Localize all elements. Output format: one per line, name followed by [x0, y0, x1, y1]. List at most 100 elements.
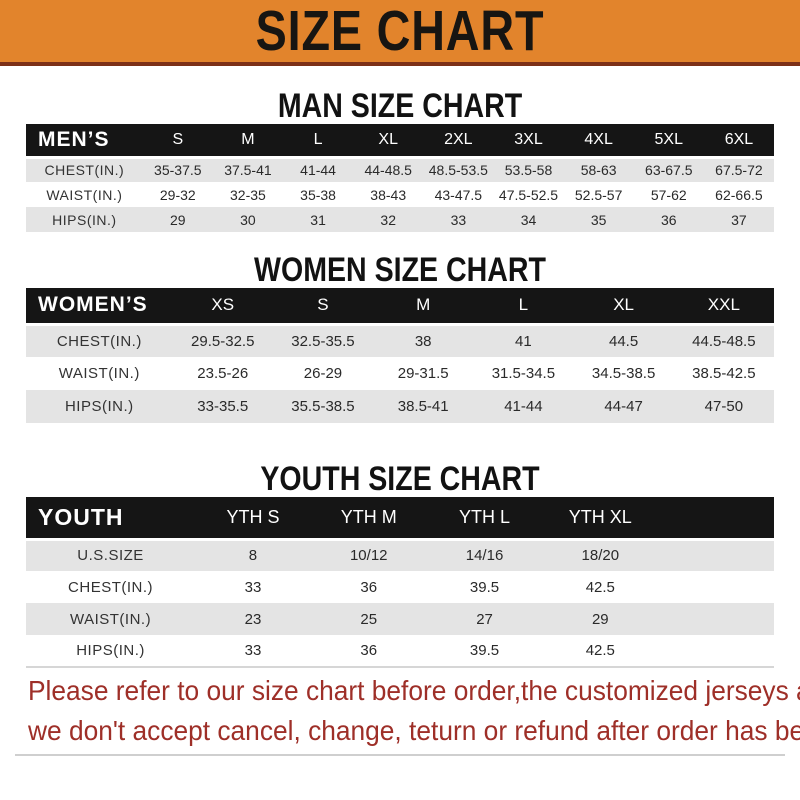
- spacer-cell: [658, 571, 774, 603]
- row-label: CHEST(IN.): [26, 571, 196, 603]
- table-cell: 29: [542, 603, 659, 635]
- table-cell: 47.5-52.5: [493, 182, 564, 207]
- table-header-label: WOMEN’S: [26, 288, 173, 324]
- table-cell: 36: [310, 635, 427, 668]
- spacer-cell: [658, 635, 774, 668]
- row-label: HIPS(IN.): [26, 635, 196, 668]
- youth-section-heading: YOUTH SIZE CHART: [260, 460, 540, 498]
- table-cell: 26-29: [272, 357, 374, 390]
- column-header: S: [272, 288, 374, 324]
- youth-header-row: YOUTH YTH S YTH M YTH L YTH XL: [26, 497, 774, 539]
- row-label: HIPS(IN.): [26, 207, 143, 232]
- table-cell: 29: [142, 207, 213, 232]
- table-cell: 38-43: [353, 182, 424, 207]
- table-cell: 39.5: [426, 571, 543, 603]
- table-cell: 23.5-26: [172, 357, 273, 390]
- disclaimer-line-2: we don't accept cancel, change, teturn o…: [28, 715, 800, 746]
- table-row: HIPS(IN.) 33 36 39.5 42.5: [26, 635, 774, 668]
- column-header: 5XL: [633, 124, 704, 157]
- column-header: XXL: [673, 288, 774, 324]
- table-cell: 38.5-42.5: [673, 357, 774, 390]
- banner-title: SIZE CHART: [255, 0, 545, 63]
- column-header: XL: [353, 124, 424, 157]
- column-header: 3XL: [493, 124, 564, 157]
- column-header: M: [373, 288, 474, 324]
- women-size-table: WOMEN’S XS S M L XL XXL CHEST(IN.) 29.5-32.5 32.…: [26, 288, 774, 423]
- table-cell: 32-35: [212, 182, 283, 207]
- table-cell: 33-35.5: [172, 390, 273, 423]
- table-cell: 41-44: [473, 390, 574, 423]
- table-cell: 58-63: [563, 155, 634, 182]
- table-cell: 63-67.5: [633, 155, 704, 182]
- man-section-heading: MAN SIZE CHART: [277, 87, 523, 125]
- women-header-row: WOMEN’S XS S M L XL XXL: [26, 288, 774, 324]
- table-cell: 44-48.5: [353, 155, 424, 182]
- table-header-label: MEN’S: [26, 124, 143, 157]
- column-header: L: [283, 124, 354, 157]
- column-header: XL: [573, 288, 674, 324]
- table-cell: 53.5-58: [493, 155, 564, 182]
- youth-size-table: YOUTH YTH S YTH M YTH L YTH XL U.S.SIZE 8 10/1…: [26, 497, 774, 668]
- column-header: 6XL: [703, 124, 774, 157]
- table-cell: 57-62: [633, 182, 704, 207]
- table-cell: 31: [283, 207, 354, 232]
- table-cell: 23: [195, 603, 311, 635]
- column-header: 2XL: [423, 124, 494, 157]
- table-cell: 34: [493, 207, 564, 232]
- table-row: HIPS(IN.) 29 30 31 32 33 34 35 36 37: [26, 207, 774, 232]
- table-cell: 35: [563, 207, 634, 232]
- table-cell: 44.5: [573, 322, 674, 357]
- men-size-table: MEN’S S M L XL 2XL 3XL 4XL 5XL 6XL CHEST(IN.) 35-3…: [26, 124, 774, 232]
- row-label: U.S.SIZE: [26, 537, 196, 571]
- table-cell: 52.5-57: [563, 182, 634, 207]
- men-header-row: MEN’S S M L XL 2XL 3XL 4XL 5XL 6XL: [26, 124, 774, 157]
- table-cell: 44-47: [573, 390, 674, 423]
- table-cell: 39.5: [426, 635, 543, 668]
- size-chart-banner: SIZE CHART: [0, 0, 800, 66]
- table-cell: 41-44: [283, 155, 354, 182]
- column-header: XS: [172, 288, 273, 324]
- table-cell: 32: [353, 207, 424, 232]
- table-cell: 33: [195, 571, 311, 603]
- women-table-header: WOMEN’S XS S M L XL XXL: [26, 288, 774, 324]
- table-cell: 36: [633, 207, 704, 232]
- table-row: WAIST(IN.) 23 25 27 29: [26, 603, 774, 635]
- table-cell: 31.5-34.5: [473, 357, 574, 390]
- column-header: YTH L: [426, 497, 543, 539]
- table-row: HIPS(IN.) 33-35.5 35.5-38.5 38.5-41 41-44 44-…: [26, 390, 774, 423]
- row-label: HIPS(IN.): [26, 390, 173, 423]
- table-cell: 32.5-35.5: [272, 322, 374, 357]
- table-cell: 38.5-41: [373, 390, 474, 423]
- table-row: CHEST(IN.) 35-37.5 37.5-41 41-44 44-48.5 48.5…: [26, 155, 774, 182]
- spacer-cell: [658, 603, 774, 635]
- table-row: CHEST(IN.) 33 36 39.5 42.5: [26, 571, 774, 603]
- row-label: WAIST(IN.): [26, 182, 143, 207]
- table-cell: 37.5-41: [212, 155, 283, 182]
- table-cell: 14/16: [426, 537, 543, 571]
- column-header: YTH M: [310, 497, 427, 539]
- column-header: 4XL: [563, 124, 634, 157]
- table-cell: 35.5-38.5: [272, 390, 374, 423]
- table-row: CHEST(IN.) 29.5-32.5 32.5-35.5 38 41 44.5 44.5…: [26, 322, 774, 357]
- table-cell: 36: [310, 571, 427, 603]
- column-header: L: [473, 288, 574, 324]
- table-cell: 37: [703, 207, 774, 232]
- table-cell: 33: [195, 635, 311, 668]
- youth-table-header: YOUTH YTH S YTH M YTH L YTH XL: [26, 497, 774, 539]
- table-header-label: YOUTH: [26, 497, 196, 539]
- table-cell: 33: [423, 207, 494, 232]
- column-header: YTH S: [195, 497, 311, 539]
- table-cell: 62-66.5: [703, 182, 774, 207]
- spacer-column: [658, 497, 774, 539]
- table-cell: 10/12: [310, 537, 427, 571]
- table-cell: 18/20: [542, 537, 659, 571]
- row-label: CHEST(IN.): [26, 322, 173, 357]
- table-cell: 41: [473, 322, 574, 357]
- table-cell: 35-37.5: [142, 155, 213, 182]
- table-cell: 29.5-32.5: [172, 322, 273, 357]
- table-cell: 48.5-53.5: [423, 155, 494, 182]
- column-header: S: [142, 124, 213, 157]
- row-label: WAIST(IN.): [26, 357, 173, 390]
- table-cell: 25: [310, 603, 427, 635]
- men-table-body: CHEST(IN.) 35-37.5 37.5-41 41-44 44-48.5 48.5…: [26, 155, 774, 232]
